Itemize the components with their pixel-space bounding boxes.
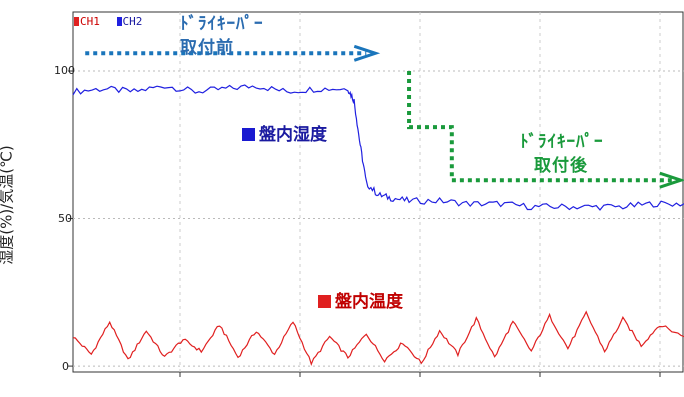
legend-item-ch2: CH2 [116,15,142,28]
legend: CH1 CH2 [74,15,152,28]
arrow-after-line [407,71,672,183]
series-label-temperature: 盤内温度 [318,287,403,312]
y-tick-50: 50 [58,212,72,225]
annotation-before: ﾄﾞﾗｲｷｰﾊﾟｰ 取付前 [180,14,264,58]
legend-item-ch1: CH1 [74,15,100,28]
legend-swatch-ch2 [116,17,122,26]
y-tick-100: 100 [54,64,75,77]
arrow-before-head [353,44,381,62]
annotation-after: ﾄﾞﾗｲｷｰﾊﾟｰ 取付後 [520,132,604,176]
plot-frame [72,11,684,373]
series-label-swatch-temperature [318,295,331,308]
legend-swatch-ch1 [74,17,79,26]
y-tick-0: 0 [62,360,69,373]
series-line-ch2 [72,84,684,211]
chart-grid [68,11,684,377]
annotation-arrows [85,44,684,189]
series-lines [72,84,684,367]
arrow-after-head [659,171,684,189]
series-line-ch1 [72,310,684,367]
series-label-swatch-humidity [242,128,255,141]
series-label-humidity: 盤内湿度 [242,120,327,145]
